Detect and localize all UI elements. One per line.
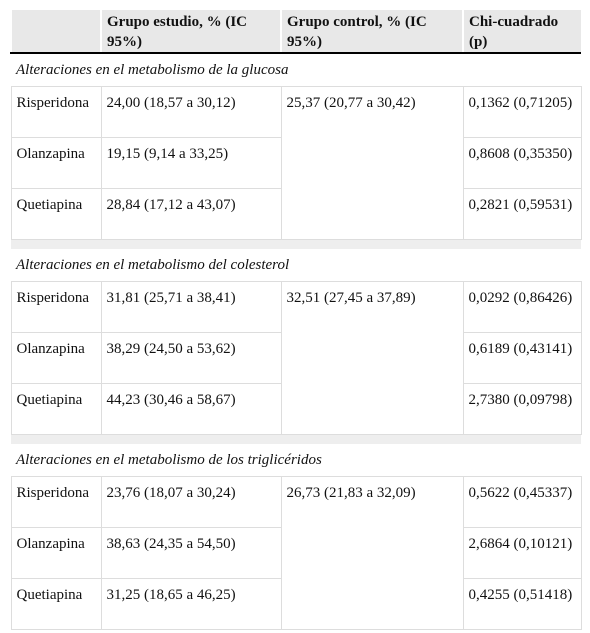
- control-cell: 26,73 (21,83 a 32,09): [280, 476, 464, 630]
- section-row: Alteraciones en el metabolismo del coles…: [11, 249, 581, 282]
- data-row: Quetiapina 31,25 (18,65 a 46,25) 0,4255 (0…: [10, 578, 582, 630]
- chi-cell: 0,8608 (0,35350): [462, 137, 582, 189]
- drug-cell: Olanzapina: [10, 332, 102, 384]
- header-row: Grupo estudio, % (IC 95%) Grupo control,…: [10, 10, 581, 54]
- drug-cell: Risperidona: [10, 281, 102, 333]
- study-cell: 38,29 (24,50 a 53,62): [100, 332, 282, 384]
- study-cell: 38,63 (24,35 a 54,50): [100, 527, 282, 579]
- chi-cell: 0,2821 (0,59531): [462, 188, 582, 240]
- control-cell: 25,37 (20,77 a 30,42): [280, 86, 464, 240]
- control-cell: 32,51 (27,45 a 37,89): [280, 281, 464, 435]
- study-cell: 23,76 (18,07 a 30,24): [100, 476, 282, 528]
- section-row: Alteraciones en el metabolismo de la glu…: [11, 53, 581, 87]
- header-cell: Grupo control, % (IC 95%): [280, 10, 463, 54]
- drug-cell: Olanzapina: [10, 137, 102, 189]
- data-row: Olanzapina 19,15 (9,14 a 33,25) 0,8608 (0,…: [10, 137, 582, 189]
- section-title: Alteraciones en el metabolismo de la glu…: [16, 62, 289, 78]
- drug-cell: Quetiapina: [10, 188, 102, 240]
- header-cell: Grupo estudio, % (IC 95%): [100, 10, 281, 54]
- header-cell: Chi-cuadrado (p): [462, 10, 581, 54]
- data-row: Risperidona 23,76 (18,07 a 30,24) 26,73 (2…: [10, 476, 582, 630]
- spacer-row: [11, 239, 581, 249]
- study-cell: 28,84 (17,12 a 43,07): [100, 188, 282, 240]
- section-row: Alteraciones en el metabolismo de los tr…: [11, 444, 581, 477]
- study-cell: 19,15 (9,14 a 33,25): [100, 137, 282, 189]
- data-row: Quetiapina 28,84 (17,12 a 43,07) 0,2821 (0…: [10, 188, 582, 240]
- section-title: Alteraciones en el metabolismo de los tr…: [16, 452, 322, 468]
- data-row: Quetiapina 44,23 (30,46 a 58,67) 2,7380 (0…: [10, 383, 582, 435]
- chi-cell: 0,5622 (0,45337): [462, 476, 582, 528]
- drug-cell: Quetiapina: [10, 578, 102, 630]
- study-cell: 44,23 (30,46 a 58,67): [100, 383, 282, 435]
- chi-cell: 2,6864 (0,10121): [462, 527, 582, 579]
- data-row: Risperidona 31,81 (25,71 a 38,41) 32,51 (2…: [10, 281, 582, 435]
- drug-cell: Risperidona: [10, 476, 102, 528]
- chi-cell: 0,4255 (0,51418): [462, 578, 582, 630]
- drug-cell: Olanzapina: [10, 527, 102, 579]
- section-title: Alteraciones en el metabolismo del coles…: [16, 257, 290, 273]
- header-cell: [10, 10, 101, 54]
- study-cell: 24,00 (18,57 a 30,12): [100, 86, 282, 138]
- spacer: [11, 434, 581, 444]
- data-row: Olanzapina 38,63 (24,35 a 54,50) 2,6864 (0…: [10, 527, 582, 579]
- drug-cell: Risperidona: [10, 86, 102, 138]
- results-table: Grupo estudio, % (IC 95%) Grupo control,…: [10, 10, 582, 630]
- study-cell: 31,25 (18,65 a 46,25): [100, 578, 282, 630]
- study-cell: 31,81 (25,71 a 38,41): [100, 281, 282, 333]
- chi-cell: 0,1362 (0,71205): [462, 86, 582, 138]
- drug-cell: Quetiapina: [10, 383, 102, 435]
- data-row: Olanzapina 38,29 (24,50 a 53,62) 0,6189 (0…: [10, 332, 582, 384]
- spacer: [11, 239, 581, 249]
- chi-cell: 2,7380 (0,09798): [462, 383, 582, 435]
- chi-cell: 0,6189 (0,43141): [462, 332, 582, 384]
- data-row: Risperidona 24,00 (18,57 a 30,12) 25,37 (2…: [10, 86, 582, 240]
- spacer-row: [11, 434, 581, 444]
- chi-cell: 0,0292 (0,86426): [462, 281, 582, 333]
